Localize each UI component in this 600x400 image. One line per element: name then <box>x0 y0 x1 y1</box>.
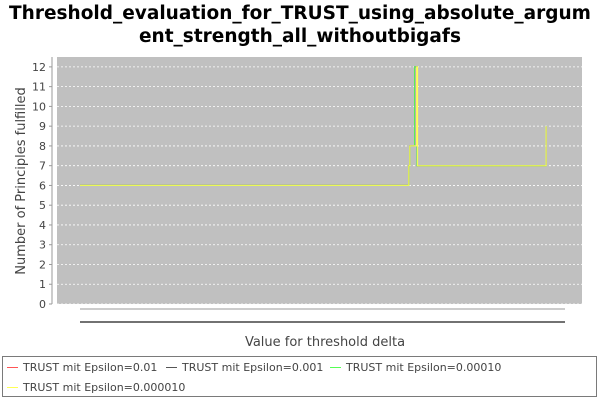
legend-item: TRUST mit Epsilon=0.001 <box>166 361 323 374</box>
y-tick-label: 12 <box>32 61 46 74</box>
legend-swatch-epsilon-0-001 <box>166 367 177 368</box>
legend-swatch-epsilon-0-01 <box>7 367 18 368</box>
legend-swatch-epsilon-0-00010 <box>330 367 341 368</box>
legend-swatch-epsilon-0-000010 <box>7 387 18 388</box>
legend-label: TRUST mit Epsilon=0.00010 <box>346 361 502 374</box>
legend-label: TRUST mit Epsilon=0.000010 <box>23 381 186 394</box>
y-tick-label: 1 <box>39 278 46 291</box>
chart-title-line-1: Threshold_evaluation_for_TRUST_using_abs… <box>9 3 591 24</box>
legend-label: TRUST mit Epsilon=0.001 <box>182 361 324 374</box>
y-tick-label: 7 <box>39 160 46 173</box>
y-tick-label: 9 <box>39 120 46 133</box>
y-tick-label: 10 <box>32 100 46 113</box>
y-tick-label: 4 <box>39 219 46 232</box>
y-tick-label: 2 <box>39 258 46 271</box>
chart-title-line-2: ent_strength_all_withoutbigafs <box>139 26 461 47</box>
legend: TRUST mit Epsilon=0.01 TRUST mit Epsilon… <box>2 356 597 397</box>
plot-area <box>57 57 582 304</box>
y-axis-label: Number of Principles fulfilled <box>14 87 29 274</box>
chart-title: Threshold_evaluation_for_TRUST_using_abs… <box>0 2 600 48</box>
legend-item: TRUST mit Epsilon=0.01 <box>7 361 157 374</box>
legend-item: TRUST mit Epsilon=0.000010 <box>7 381 185 394</box>
legend-item: TRUST mit Epsilon=0.00010 <box>330 361 501 374</box>
y-tick-label: 6 <box>39 179 46 192</box>
y-tick-label: 0 <box>39 298 46 311</box>
series-lines <box>80 66 547 186</box>
legend-label: TRUST mit Epsilon=0.01 <box>23 361 158 374</box>
series-line <box>80 66 547 186</box>
y-tick-label: 5 <box>39 199 46 212</box>
y-tick-label: 8 <box>39 140 46 153</box>
x-axis-label: Value for threshold delta <box>245 335 405 350</box>
y-tick-label: 3 <box>39 239 46 252</box>
y-tick-label: 11 <box>32 81 46 94</box>
